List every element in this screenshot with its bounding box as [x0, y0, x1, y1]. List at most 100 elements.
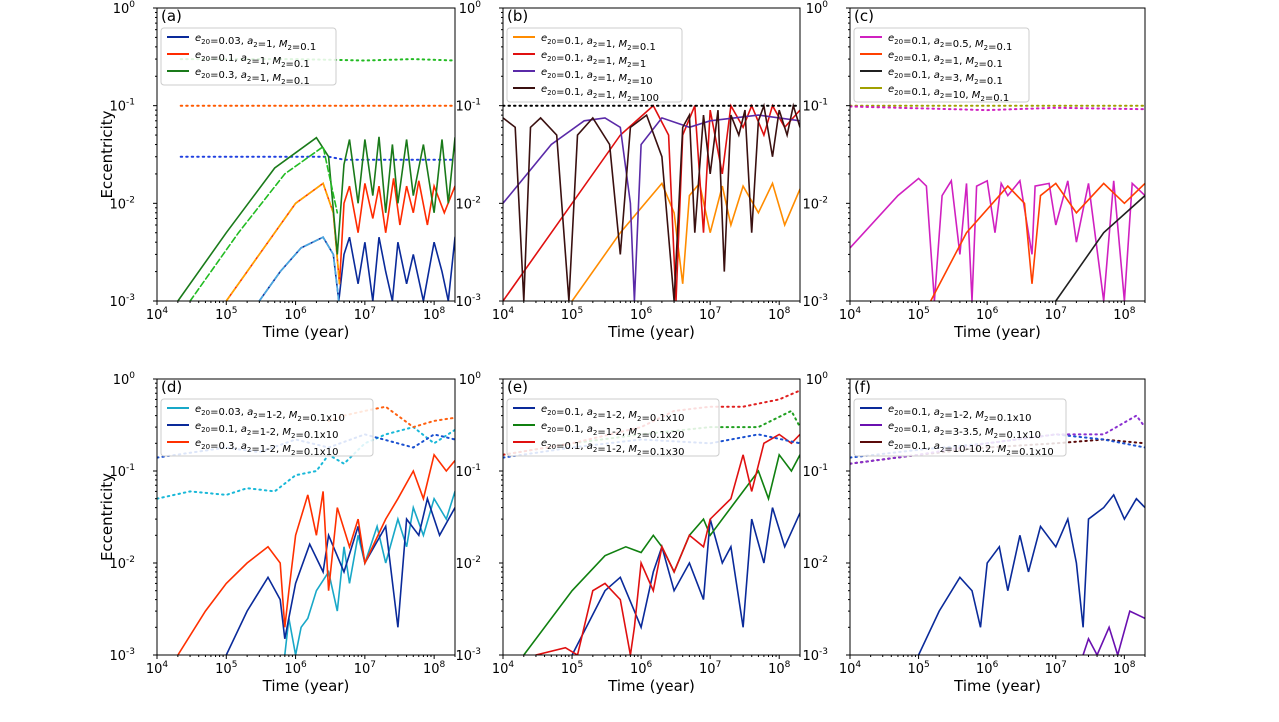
subscript: 20 — [894, 443, 903, 451]
symbol: M — [282, 427, 291, 438]
x-tick-label: 108 — [768, 306, 791, 323]
exponent: -1 — [819, 98, 828, 108]
series-line-1 — [225, 495, 455, 655]
symbol: M — [618, 39, 627, 50]
subscript: 2 — [940, 41, 944, 49]
subscript: 2 — [593, 446, 597, 454]
text: =10, — [944, 90, 971, 101]
x-tick-label: 108 — [768, 660, 791, 677]
text: =0.1 — [988, 42, 1012, 53]
series-line-0 — [258, 236, 455, 301]
plot-frame — [502, 378, 801, 656]
subscript: 2 — [940, 446, 944, 454]
exponent: 6 — [647, 306, 653, 316]
legend-entry: e20=0.1, a2=1-2, M2=0.1x10 — [541, 404, 684, 424]
exponent: -1 — [126, 463, 135, 473]
exponent: -2 — [126, 555, 135, 565]
subscript: 2 — [940, 412, 944, 420]
symbol: a — [934, 87, 940, 98]
x-tick-label: 108 — [1113, 306, 1136, 323]
symbol: M — [972, 90, 981, 101]
x-tick-label: 104 — [492, 660, 515, 677]
x-axis-label: Time (year) — [607, 323, 695, 341]
series-line-2 — [179, 155, 455, 161]
panel-label: (e) — [507, 378, 528, 396]
subscript: 2 — [291, 449, 295, 457]
text: =0.1, — [556, 424, 587, 435]
x-tick-label: 107 — [1045, 660, 1067, 677]
symbol: M — [628, 444, 637, 455]
x-tick-label: 106 — [976, 306, 999, 323]
series-line-2 — [177, 452, 455, 655]
panel-label: (b) — [507, 7, 528, 25]
x-tick-label: 105 — [907, 660, 929, 677]
y-tick-label: 10-2 — [802, 555, 828, 572]
symbol: a — [587, 407, 593, 418]
text: =0.1 — [286, 59, 310, 70]
exponent: 5 — [924, 306, 930, 316]
subscript: 2 — [287, 44, 291, 52]
text: =0.1, — [556, 407, 587, 418]
x-axis-label: Time (year) — [262, 323, 350, 341]
exponent: -3 — [819, 647, 828, 657]
x-tick-label: 106 — [630, 306, 653, 323]
symbol: a — [587, 87, 593, 98]
x-tick-label: 106 — [284, 306, 307, 323]
x-tick-label: 106 — [976, 660, 999, 677]
symbol: a — [934, 424, 940, 435]
text: =0.1x10 — [998, 430, 1041, 441]
symbol: a — [241, 424, 247, 435]
x-tick-label: 104 — [146, 306, 169, 323]
y-tick-label: 10-3 — [109, 293, 135, 310]
exponent: 7 — [716, 660, 722, 670]
text: =0.3, — [210, 70, 241, 81]
y-tick-label: 100 — [113, 371, 136, 388]
text: =0.1x10 — [296, 430, 339, 441]
symbol: M — [618, 90, 627, 101]
symbol: e — [888, 84, 894, 95]
symbol: M — [975, 39, 984, 50]
symbol: M — [618, 73, 627, 84]
subscript: 2 — [980, 95, 984, 103]
subscript: 2 — [627, 78, 631, 86]
legend-entry: e20=0.03, a2=1-2, M2=0.1x10 — [195, 404, 345, 424]
subscript: 20 — [894, 55, 903, 63]
subscript: 20 — [547, 426, 556, 434]
symbol: M — [279, 39, 288, 50]
legend-entry: e20=0.03, a2=1, M2=0.1 — [195, 33, 316, 53]
symbol: a — [247, 36, 253, 47]
series-line-7 — [189, 145, 339, 301]
panel-f: 104 105 106 107 108 10-3 10-2 10-1 100 Time (year… — [802, 371, 1146, 695]
exponent: 4 — [855, 306, 861, 316]
symbol: a — [587, 424, 593, 435]
text: =0.3, — [210, 441, 241, 452]
legend-entry: e20=0.3, a2=1, M2=0.1 — [195, 67, 310, 87]
symbol: e — [888, 67, 894, 78]
panel-label: (f) — [854, 378, 871, 396]
x-tick-label: 105 — [215, 660, 237, 677]
panel-label: (c) — [854, 7, 874, 25]
series-line-1 — [503, 103, 800, 301]
subscript: 2 — [297, 415, 301, 423]
exponent: 0 — [129, 0, 135, 10]
text: =1 — [632, 59, 647, 70]
subscript: 20 — [547, 443, 556, 451]
symbol: e — [195, 404, 201, 415]
subscript: 2 — [984, 415, 988, 423]
text: =0.1, — [210, 424, 241, 435]
subscript: 2 — [291, 432, 295, 440]
series-line-3 — [503, 433, 800, 459]
symbol: e — [888, 404, 894, 415]
subscript: 20 — [894, 409, 903, 417]
text: =0.1, — [556, 87, 587, 98]
exponent: 6 — [993, 660, 999, 670]
text: =0.1, — [903, 70, 934, 81]
text: =0.1x20 — [642, 430, 685, 441]
series-line-2 — [535, 433, 800, 655]
symbol: a — [587, 53, 593, 64]
symbol: M — [618, 56, 627, 67]
x-axis-label: Time (year) — [953, 323, 1041, 341]
